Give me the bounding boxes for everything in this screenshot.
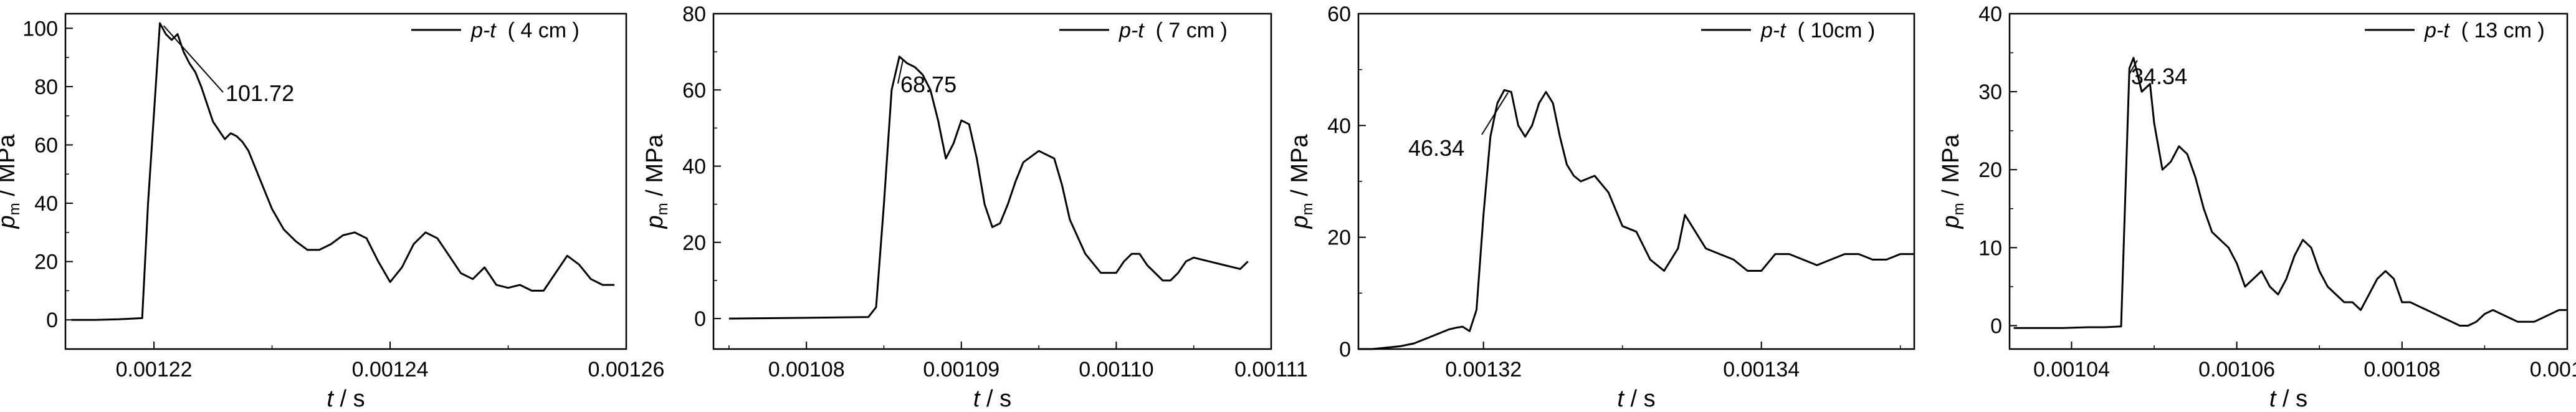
legend-label: p-t ( 4 cm )	[470, 19, 580, 42]
x-tick-label: 0.00124	[352, 358, 429, 381]
x-axis-label: t / s	[327, 386, 365, 412]
y-tick-label: 0	[1339, 338, 1351, 362]
y-tick-label: 80	[682, 2, 706, 26]
x-tick-label: 0.00106	[2198, 358, 2275, 381]
plot-frame	[64, 12, 627, 350]
y-tick-label: 60	[1327, 2, 1351, 26]
y-tick-label: 10	[1978, 236, 2002, 260]
y-tick-label: 20	[34, 251, 58, 274]
y-tick-label: 40	[682, 155, 706, 179]
x-tick-label: 0.00132	[1445, 358, 1522, 381]
series-line-p-t	[728, 55, 1249, 320]
legend-label: p-t ( 10cm )	[1760, 19, 1875, 42]
chart-panel-1: 0.00122 0.00124 0.00126 0 20 40 60 80 100 t / s pm…	[0, 12, 665, 412]
series-line-p-t	[1358, 89, 1914, 350]
y-tick-label: 40	[34, 192, 58, 216]
y-tick-label: 0	[1990, 314, 2002, 338]
x-tick-label: 0.00134	[1723, 358, 1800, 381]
x-tick-label: 0.00108	[768, 358, 845, 381]
legend-label: p-t ( 13 cm )	[2424, 19, 2545, 42]
y-tick-label: 30	[1978, 80, 2002, 104]
y-axis-label: pm / MPa	[1287, 134, 1316, 229]
x-tick-label: 0.00122	[116, 358, 193, 381]
annotation-leader	[1481, 92, 1509, 135]
y-tick-label: 100	[22, 17, 58, 41]
y-tick-label: 60	[34, 134, 58, 158]
series-line-p-t	[2013, 57, 2567, 329]
x-tick-label: 0.00110	[1079, 358, 1153, 381]
plot-frame	[2008, 12, 2569, 350]
y-axis-label: pm / MPa	[1938, 134, 1967, 229]
y-tick-label: 20	[682, 231, 706, 255]
x-tick-label: 0.00109	[923, 358, 999, 381]
peak-annotation: 46.34	[1408, 135, 1464, 161]
plot-frame	[1357, 12, 1915, 350]
x-axis-label: t / s	[973, 386, 1011, 412]
y-tick-label: 20	[1327, 226, 1351, 250]
x-tick-label: 0.00110	[2530, 358, 2576, 381]
y-tick-label: 40	[1327, 114, 1351, 138]
y-axis-label: pm / MPa	[0, 134, 23, 229]
peak-annotation: 34.34	[2131, 64, 2187, 89]
y-tick-label: 0	[46, 309, 58, 332]
peak-annotation: 101.72	[226, 80, 294, 106]
y-tick-label: 40	[1978, 2, 2002, 26]
chart-panel-3: 0.00132 0.00134 0 20 40 60 t / s pm / MPa p-t ( …	[1287, 2, 1915, 412]
peak-annotation: 68.75	[900, 72, 956, 97]
x-tick-label: 0.00108	[2364, 358, 2440, 381]
chart-panel-4: 0.00104 0.00106 0.00108 0.00110 0 10 20 30 40 t /…	[1938, 2, 2576, 412]
x-tick-label: 0.00126	[588, 358, 665, 381]
x-tick-label: 0.00111	[1234, 358, 1308, 381]
y-tick-label: 80	[34, 75, 58, 99]
series-line-p-t	[71, 22, 615, 321]
x-axis-label: t / s	[1617, 386, 1655, 412]
y-axis-label: pm / MPa	[642, 134, 671, 229]
annotation-leader	[2128, 60, 2138, 76]
y-tick-label: 0	[694, 307, 706, 331]
x-tick-label: 0.00104	[2033, 358, 2110, 381]
annotation-leader	[897, 59, 904, 84]
plot-frame	[712, 12, 1272, 350]
chart-panel-2: 0.00108 0.00109 0.00110 0.00111 0 20 40 60 80 t /…	[642, 2, 1308, 412]
y-tick-label: 20	[1978, 158, 2002, 182]
legend-label: p-t ( 7 cm )	[1119, 19, 1228, 42]
x-axis-label: t / s	[2269, 386, 2307, 412]
annotation-leader	[163, 25, 224, 93]
y-tick-label: 60	[682, 79, 706, 102]
